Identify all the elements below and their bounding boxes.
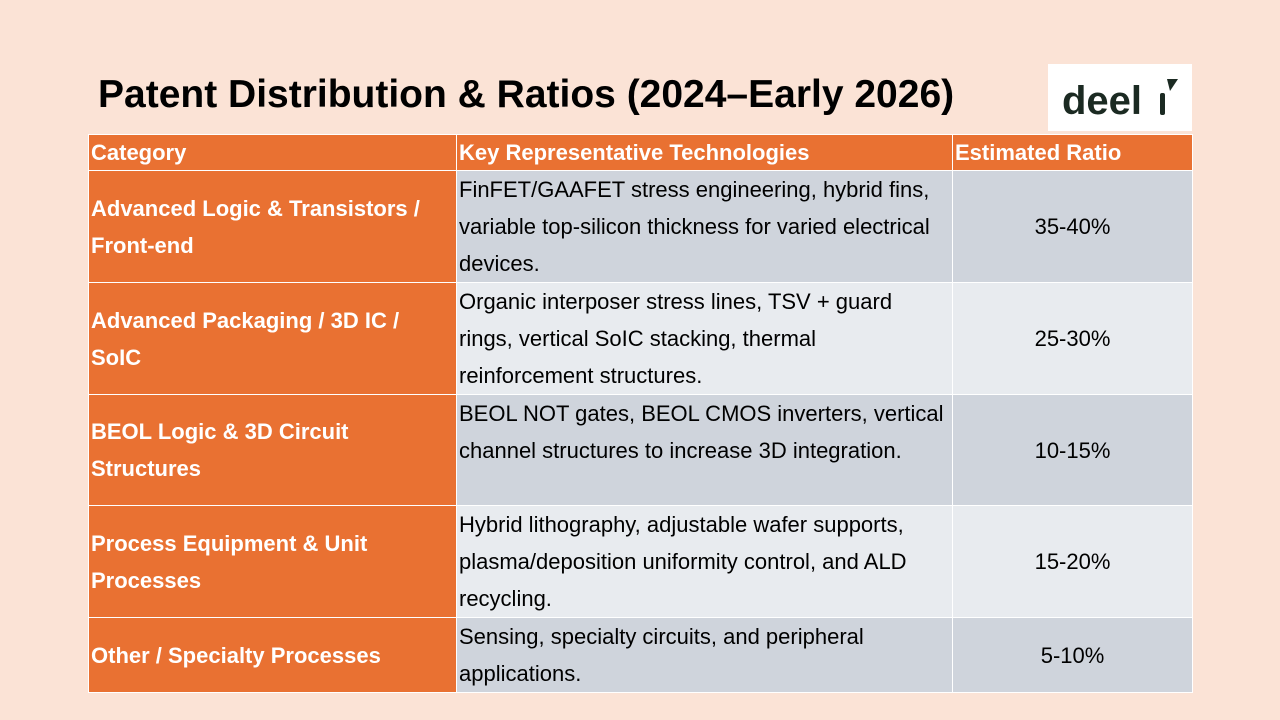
table-row: Other / Specialty Processes Sensing, spe… xyxy=(88,617,1193,693)
technologies-cell: FinFET/GAAFET stress engineering, hybrid… xyxy=(456,170,953,283)
table-row: Advanced Logic & Transistors / Front-end… xyxy=(88,170,1193,283)
category-cell: Process Equipment & Unit Processes xyxy=(88,505,457,618)
header-category: Category xyxy=(88,134,457,171)
ratio-cell: 25-30% xyxy=(952,282,1193,395)
header-ratio: Estimated Ratio xyxy=(952,134,1193,171)
table-header-row: Category Key Representative Technologies… xyxy=(88,134,1193,171)
patent-distribution-table: Category Key Representative Technologies… xyxy=(88,134,1193,693)
header-technologies: Key Representative Technologies xyxy=(456,134,953,171)
table-row: BEOL Logic & 3D Circuit Structures BEOL … xyxy=(88,394,1193,506)
ratio-cell: 10-15% xyxy=(952,394,1193,506)
table-row: Advanced Packaging / 3D IC / SoIC Organi… xyxy=(88,282,1193,395)
slide-title: Patent Distribution & Ratios (2024–Early… xyxy=(98,73,955,116)
deel-logo-text: deel xyxy=(1062,79,1142,123)
category-cell: Other / Specialty Processes xyxy=(88,617,457,693)
ratio-cell: 35-40% xyxy=(952,170,1193,283)
technologies-cell: Hybrid lithography, adjustable wafer sup… xyxy=(456,505,953,618)
technologies-cell: Organic interposer stress lines, TSV + g… xyxy=(456,282,953,395)
deel-logo-icon: deel xyxy=(1062,79,1178,123)
technologies-cell: Sensing, specialty circuits, and periphe… xyxy=(456,617,953,693)
category-cell: BEOL Logic & 3D Circuit Structures xyxy=(88,394,457,506)
ratio-cell: 15-20% xyxy=(952,505,1193,618)
deel-logo: deel xyxy=(1048,64,1192,131)
ratio-cell: 5-10% xyxy=(952,617,1193,693)
category-cell: Advanced Packaging / 3D IC / SoIC xyxy=(88,282,457,395)
table-row: Process Equipment & Unit Processes Hybri… xyxy=(88,505,1193,618)
category-cell: Advanced Logic & Transistors / Front-end xyxy=(88,170,457,283)
technologies-cell: BEOL NOT gates, BEOL CMOS inverters, ver… xyxy=(456,394,953,506)
